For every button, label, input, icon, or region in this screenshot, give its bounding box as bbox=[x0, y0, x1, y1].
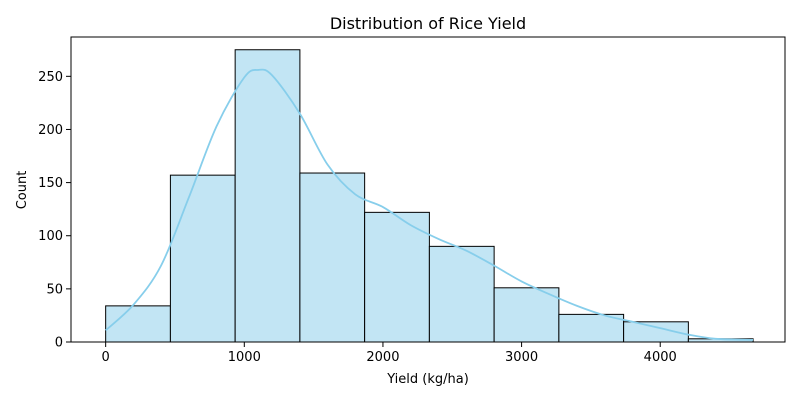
y-tick-label: 50 bbox=[46, 282, 63, 297]
histogram-bar bbox=[105, 305, 171, 343]
x-axis-ticks: 0 1000 2000 3000 4000 bbox=[102, 342, 677, 365]
y-tick-label: 200 bbox=[38, 123, 63, 138]
y-tick-label: 100 bbox=[38, 229, 63, 244]
x-tick-label: 0 bbox=[102, 350, 110, 365]
y-tick-label: 150 bbox=[38, 176, 63, 191]
histogram-bar bbox=[493, 287, 560, 343]
x-tick-label: 4000 bbox=[644, 350, 677, 365]
histogram-bar bbox=[558, 313, 625, 343]
histogram-bar bbox=[299, 172, 366, 343]
histogram-bar bbox=[234, 49, 301, 343]
histogram-bar bbox=[169, 174, 236, 343]
x-tick-label: 3000 bbox=[505, 350, 538, 365]
plot-frame bbox=[70, 36, 786, 343]
x-axis-title: Yield (kg/ha) bbox=[386, 372, 469, 387]
y-tick-label: 250 bbox=[38, 70, 63, 85]
x-tick-label: 2000 bbox=[366, 350, 399, 365]
histogram-bars bbox=[105, 49, 754, 343]
histogram-bar bbox=[364, 211, 430, 343]
y-tick-label: 0 bbox=[55, 336, 63, 351]
x-tick-label: 1000 bbox=[228, 350, 261, 365]
kde-curve bbox=[105, 68, 754, 341]
y-axis-title: Count bbox=[15, 171, 30, 210]
histogram-bar bbox=[428, 245, 495, 343]
chart-title: Distribution of Rice Yield bbox=[330, 14, 526, 33]
y-axis-ticks: 0 50 100 150 200 250 bbox=[38, 70, 71, 351]
